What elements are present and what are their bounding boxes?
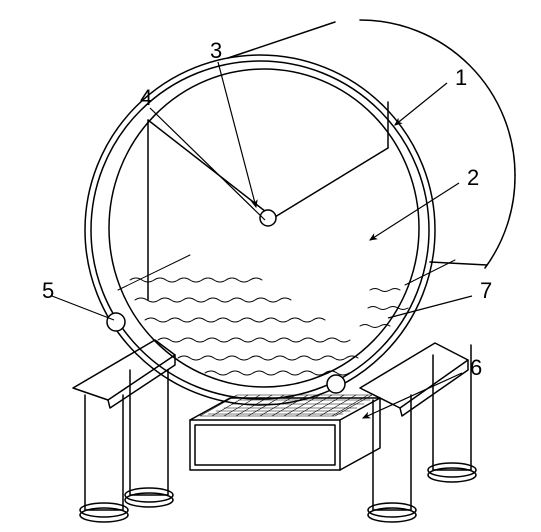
drum-interior-depth (118, 255, 455, 290)
leader-line-7 (388, 296, 472, 318)
roller-bearings (107, 313, 345, 393)
leader-line-6 (363, 373, 462, 418)
internal-arm (148, 102, 388, 300)
collector-tray (190, 395, 380, 470)
label-6: 6 (470, 355, 482, 380)
drum-body (85, 20, 515, 405)
support-legs (80, 345, 476, 522)
leader-line-5 (52, 296, 114, 320)
label-5: 5 (42, 278, 54, 303)
label-7: 7 (480, 278, 492, 303)
leader-line-3 (218, 62, 256, 207)
label-2: 2 (467, 165, 479, 190)
diagram-canvas: 1 2 3 4 5 6 7 (0, 0, 541, 532)
leader-line-1 (395, 83, 447, 125)
label-1: 1 (455, 65, 467, 90)
leader-line-4 (150, 108, 265, 220)
label-4: 4 (140, 85, 152, 110)
label-3: 3 (210, 38, 222, 63)
